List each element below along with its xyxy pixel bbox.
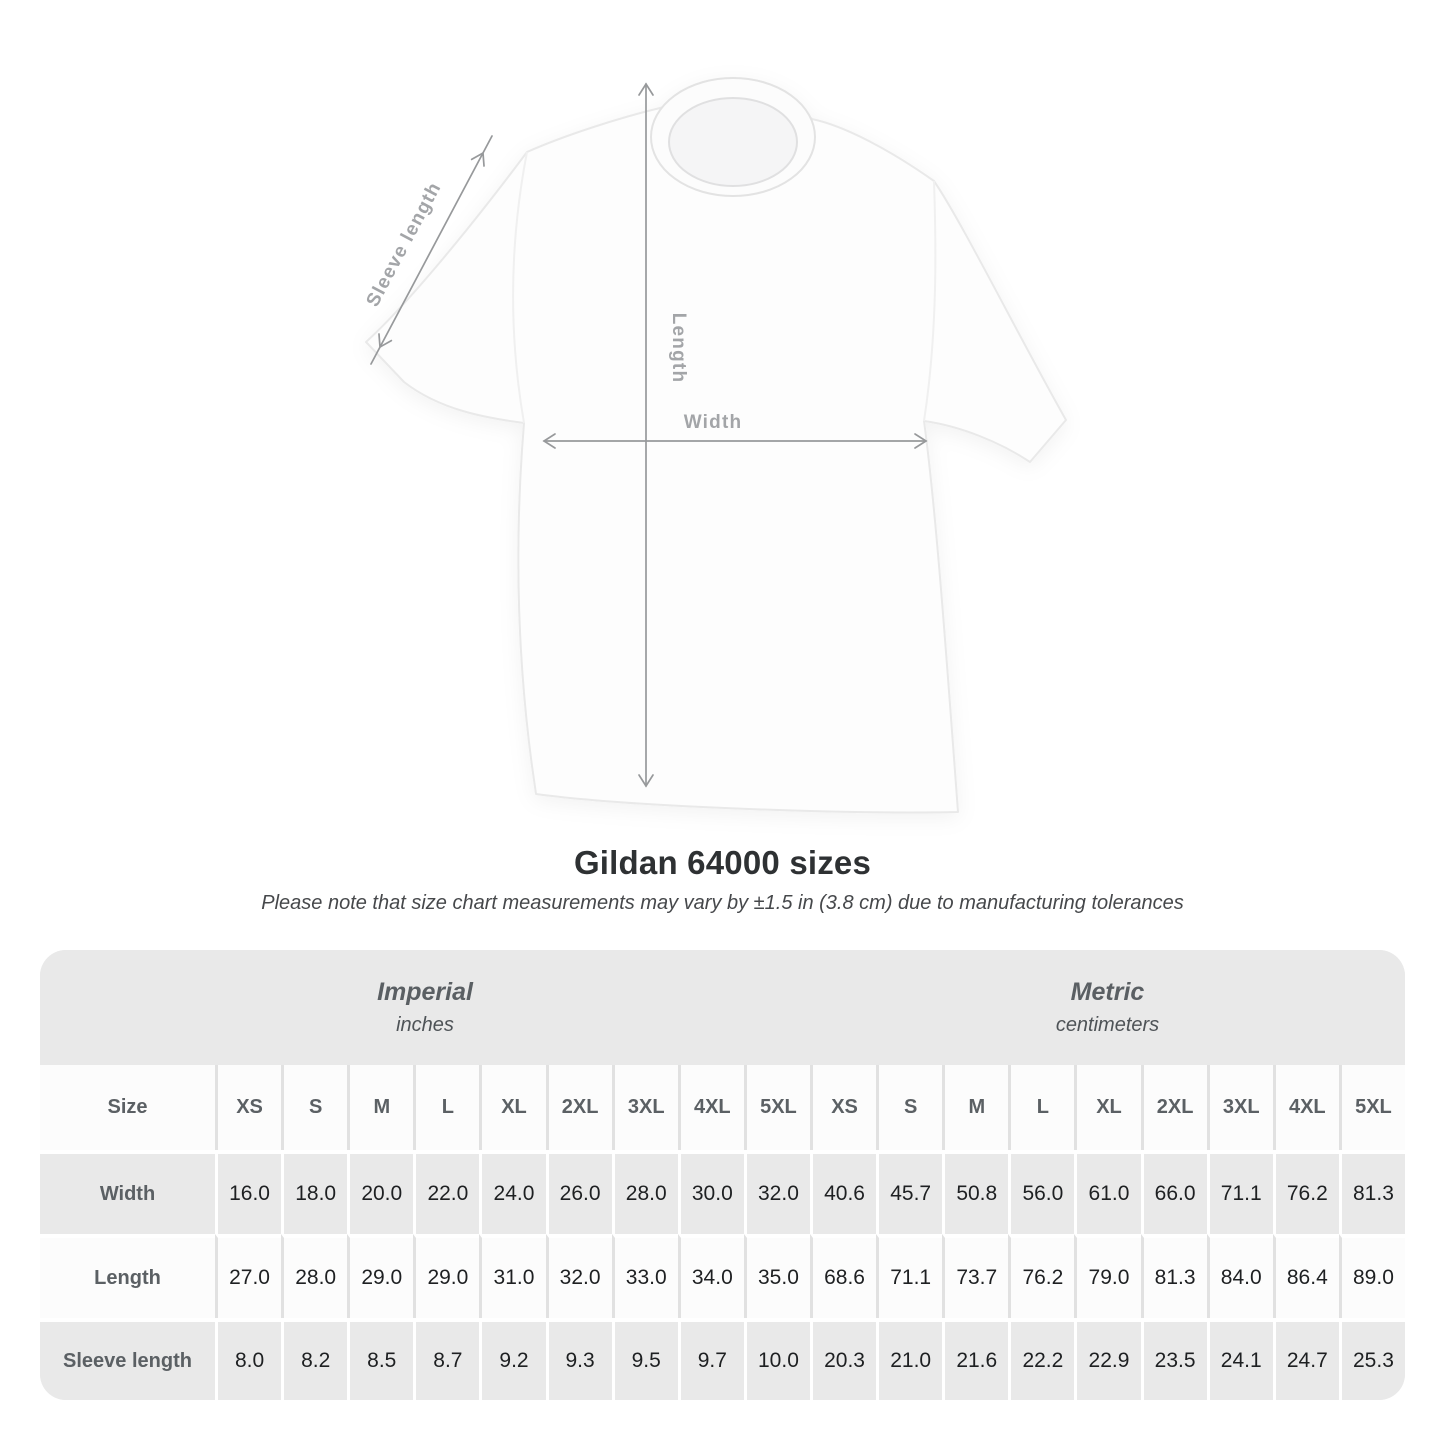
- value-cell: 8.5: [347, 1318, 414, 1400]
- unit-section-imperial: Imperial inches: [40, 950, 810, 1065]
- value-cell: 22.2: [1008, 1318, 1075, 1400]
- row-label: Sleeve length: [40, 1318, 215, 1400]
- value-cell: 24.1: [1206, 1318, 1273, 1400]
- value-cell: 9.5: [611, 1318, 678, 1400]
- value-cell: 50.8: [942, 1150, 1009, 1234]
- value-cell: 79.0: [1074, 1234, 1141, 1318]
- value-cell: 9.2: [479, 1318, 546, 1400]
- value-cell: 24.7: [1272, 1318, 1339, 1400]
- value-cell: 89.0: [1338, 1234, 1405, 1318]
- value-cell: 8.0: [215, 1318, 282, 1400]
- value-cell: 76.2: [1272, 1150, 1339, 1234]
- size-corner-header: Size: [40, 1065, 215, 1150]
- value-cell: 71.1: [1206, 1150, 1273, 1234]
- width-arrow: [542, 433, 928, 449]
- value-cell: 56.0: [1008, 1150, 1075, 1234]
- value-cell: 28.0: [281, 1234, 348, 1318]
- value-cell: 33.0: [611, 1234, 678, 1318]
- tshirt-silhouette: [365, 77, 1067, 814]
- value-cell: 61.0: [1074, 1150, 1141, 1234]
- value-cell: 73.7: [942, 1234, 1009, 1318]
- value-cell: 45.7: [876, 1150, 943, 1234]
- size-col-header: XL: [479, 1065, 546, 1150]
- value-cell: 32.0: [545, 1234, 612, 1318]
- size-col-header: XS: [810, 1065, 877, 1150]
- value-cell: 20.3: [810, 1318, 877, 1400]
- size-col-header: XS: [215, 1065, 282, 1150]
- unit-sub-metric: centimeters: [1055, 1014, 1160, 1036]
- value-cell: 31.0: [479, 1234, 546, 1318]
- value-cell: 27.0: [215, 1234, 282, 1318]
- value-cell: 21.6: [942, 1318, 1009, 1400]
- size-col-header: L: [413, 1065, 480, 1150]
- unit-name-imperial: Imperial: [377, 978, 473, 1006]
- unit-name-metric: Metric: [1070, 978, 1145, 1006]
- page-subtitle: Please note that size chart measurements…: [261, 892, 1184, 914]
- sleeve-length-arrow: [370, 135, 493, 365]
- value-cell: 24.0: [479, 1150, 546, 1234]
- size-col-header: 3XL: [611, 1065, 678, 1150]
- value-cell: 9.7: [677, 1318, 744, 1400]
- tshirt-graphic: Sleeve length Length Width: [362, 77, 1067, 814]
- value-cell: 25.3: [1338, 1318, 1405, 1400]
- value-cell: 22.9: [1074, 1318, 1141, 1400]
- value-cell: 76.2: [1008, 1234, 1075, 1318]
- value-cell: 66.0: [1140, 1150, 1207, 1234]
- size-col-header: 4XL: [1272, 1065, 1339, 1150]
- unit-section-metric: Metric centimeters: [810, 950, 1405, 1065]
- value-cell: 21.0: [876, 1318, 943, 1400]
- size-col-header: 2XL: [545, 1065, 612, 1150]
- value-cell: 23.5: [1140, 1318, 1207, 1400]
- value-cell: 29.0: [347, 1234, 414, 1318]
- size-col-header: 5XL: [743, 1065, 810, 1150]
- size-col-header: 2XL: [1140, 1065, 1207, 1150]
- value-cell: 10.0: [743, 1318, 810, 1400]
- value-cell: 26.0: [545, 1150, 612, 1234]
- value-cell: 16.0: [215, 1150, 282, 1234]
- value-cell: 32.0: [743, 1150, 810, 1234]
- value-cell: 35.0: [743, 1234, 810, 1318]
- value-cell: 30.0: [677, 1150, 744, 1234]
- size-col-header: 3XL: [1206, 1065, 1273, 1150]
- value-cell: 84.0: [1206, 1234, 1273, 1318]
- row-label: Width: [40, 1150, 215, 1234]
- value-cell: 86.4: [1272, 1234, 1339, 1318]
- value-cell: 9.3: [545, 1318, 612, 1400]
- value-cell: 22.0: [413, 1150, 480, 1234]
- page-title: Gildan 64000 sizes: [573, 844, 872, 881]
- tshirt-measurement-diagram: Sleeve length Length Width: [362, 77, 1067, 814]
- value-cell: 28.0: [611, 1150, 678, 1234]
- value-cell: 8.2: [281, 1318, 348, 1400]
- unit-sub-imperial: inches: [396, 1014, 454, 1036]
- size-col-header: M: [347, 1065, 414, 1150]
- value-cell: 29.0: [413, 1234, 480, 1318]
- value-cell: 20.0: [347, 1150, 414, 1234]
- size-col-header: M: [942, 1065, 1009, 1150]
- value-cell: 81.3: [1140, 1234, 1207, 1318]
- value-cell: 18.0: [281, 1150, 348, 1234]
- value-cell: 8.7: [413, 1318, 480, 1400]
- length-arrow: [638, 82, 654, 788]
- value-cell: 40.6: [810, 1150, 877, 1234]
- size-col-header: L: [1008, 1065, 1075, 1150]
- width-label: Width: [684, 412, 743, 433]
- size-table: Imperial inches Metric centimeters Size X…: [40, 950, 1405, 1400]
- value-cell: 71.1: [876, 1234, 943, 1318]
- value-cell: 81.3: [1338, 1150, 1405, 1234]
- length-label: Length: [668, 313, 689, 384]
- row-label: Length: [40, 1234, 215, 1318]
- size-col-header: S: [281, 1065, 348, 1150]
- value-cell: 68.6: [810, 1234, 877, 1318]
- size-table-grid: Imperial inches Metric centimeters Size X…: [40, 950, 1405, 1400]
- size-col-header: S: [876, 1065, 943, 1150]
- size-col-header: XL: [1074, 1065, 1141, 1150]
- value-cell: 34.0: [677, 1234, 744, 1318]
- size-col-header: 5XL: [1338, 1065, 1405, 1150]
- size-col-header: 4XL: [677, 1065, 744, 1150]
